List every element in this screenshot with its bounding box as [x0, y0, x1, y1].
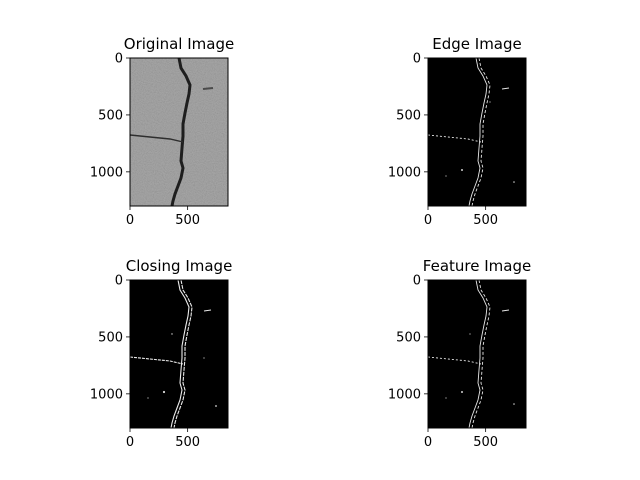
subplot-feature: Feature Image [423, 257, 531, 429]
crack-line [170, 57, 192, 207]
y-tick-label: 500 [396, 108, 421, 123]
x-tick-label: 500 [473, 435, 498, 450]
crack-spot [202, 87, 214, 90]
image-edges [130, 280, 228, 428]
axes-frame [427, 57, 527, 207]
subplot-title: Closing Image [126, 257, 233, 275]
edge-speckles [147, 333, 217, 407]
y-tick-label: 1000 [388, 165, 421, 180]
axes-frame [129, 279, 229, 429]
x-tick-label: 0 [126, 435, 134, 450]
edge-speckles [445, 101, 515, 183]
crack-branch [129, 134, 184, 143]
axes-frame [129, 57, 229, 207]
ticks-layer: 0 500 0 500 1000 0 500 0 500 1000 0 500 0 500 1000 0 500… [90, 52, 498, 451]
edge-lines [129, 279, 212, 429]
x-tick-label: 500 [473, 213, 498, 228]
x-tick-label: 0 [126, 213, 134, 228]
x-tick-label: 500 [175, 435, 200, 450]
subplot-title: Feature Image [423, 257, 531, 275]
y-tick-label: 500 [98, 330, 123, 345]
y-tick-label: 0 [115, 52, 123, 67]
x-tick-label: 500 [175, 213, 200, 228]
edge-speckles [445, 333, 515, 405]
y-tick-label: 0 [115, 274, 123, 289]
y-tick-label: 1000 [388, 387, 421, 402]
subplot-title: Original Image [124, 35, 234, 53]
image-edges [428, 58, 526, 206]
subplot-closing: Closing Image [126, 257, 233, 429]
image-edges [428, 280, 526, 428]
x-tick-label: 0 [424, 435, 432, 450]
x-tick-label: 0 [424, 213, 432, 228]
y-tick-label: 500 [98, 108, 123, 123]
y-tick-label: 1000 [90, 387, 123, 402]
y-tick-label: 500 [396, 330, 421, 345]
axes-frame [427, 279, 527, 429]
subplot-edge: Edge Image [427, 35, 527, 207]
edge-lines [427, 279, 510, 429]
y-tick-label: 0 [413, 274, 421, 289]
y-tick-label: 1000 [90, 165, 123, 180]
y-tick-label: 0 [413, 52, 421, 67]
subplot-original: Original Image [124, 35, 234, 207]
subplot-title: Edge Image [432, 35, 522, 53]
edge-lines [427, 57, 510, 207]
